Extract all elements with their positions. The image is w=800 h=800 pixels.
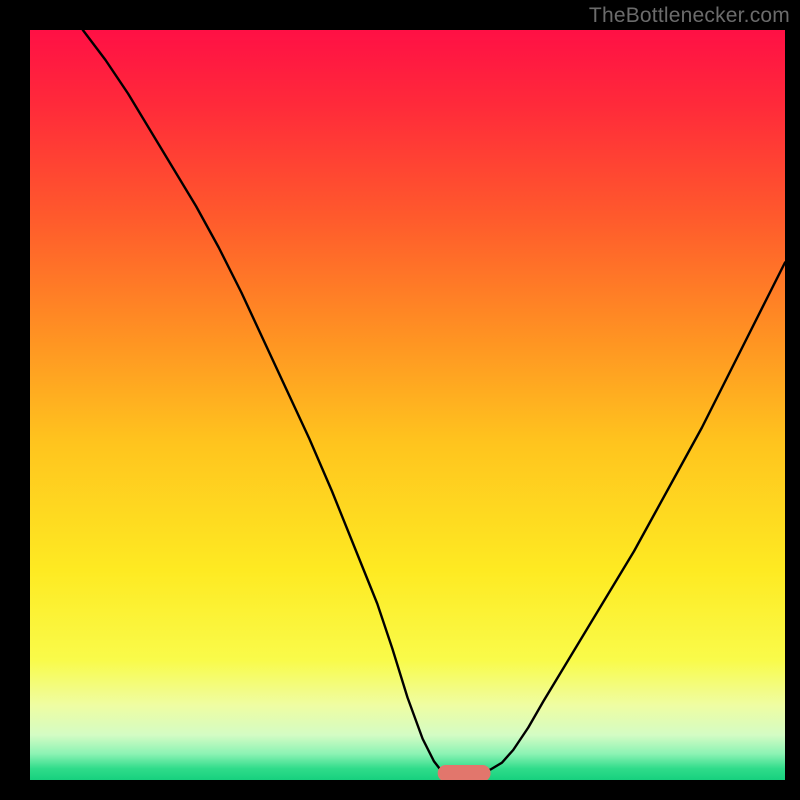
chart-container: TheBottlenecker.com [0, 0, 800, 800]
watermark-text: TheBottlenecker.com [589, 4, 790, 28]
optimal-marker [438, 765, 491, 780]
chart-svg [30, 30, 785, 780]
plot-area [30, 30, 785, 780]
chart-background [30, 30, 785, 780]
